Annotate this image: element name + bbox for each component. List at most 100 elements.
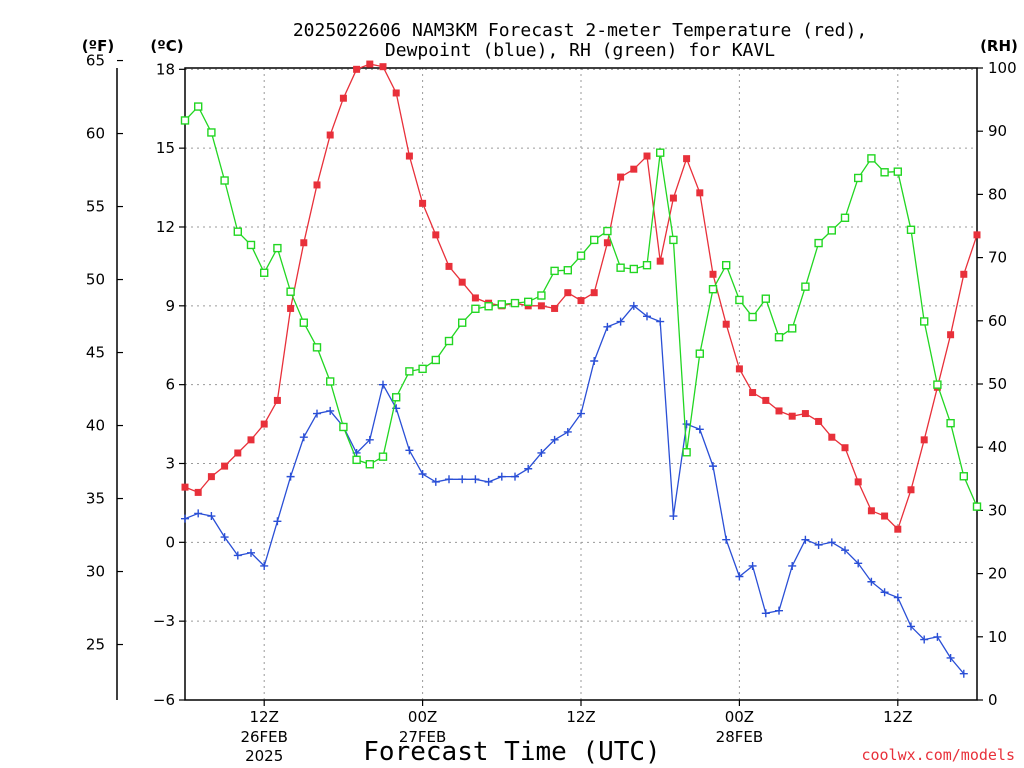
rh-point — [405, 367, 414, 376]
dewpoint-point — [431, 477, 440, 486]
rh-point — [484, 302, 493, 311]
temperature-point — [881, 512, 889, 520]
temperature-point — [735, 365, 743, 373]
dewpoint-point — [893, 593, 902, 602]
rh-point — [748, 312, 757, 322]
dewpoint-point — [577, 409, 585, 418]
rh-point — [722, 260, 731, 270]
dewpoint-point — [524, 464, 533, 473]
rh-point — [299, 318, 308, 327]
rh-tick-label: 30 — [988, 501, 1007, 519]
rh-point — [418, 364, 427, 374]
rh-point — [431, 355, 440, 365]
dewpoint-point — [194, 509, 203, 518]
grid-lines — [185, 68, 977, 700]
dewpoint-point — [616, 317, 625, 326]
dewpoint-point — [722, 535, 731, 544]
rh-point — [629, 264, 638, 274]
dewpoint-point — [629, 301, 638, 310]
temperature-point — [339, 94, 347, 102]
temperature-point — [353, 65, 361, 73]
rh-point — [510, 298, 520, 308]
rh-point — [563, 266, 572, 275]
dewpoint-point — [643, 312, 651, 321]
dewpoint-point — [326, 406, 335, 415]
dewpoint-point — [313, 409, 321, 418]
x-axis-label: Forecast Time (UTC) — [363, 737, 660, 767]
rh-point — [524, 297, 533, 307]
rh-point — [286, 287, 295, 296]
rh-tick-label: 40 — [988, 438, 1007, 456]
x-tick-date: 27FEB — [399, 728, 446, 746]
temperature-point — [801, 410, 809, 418]
chart-title-line1: 2025022606 NAM3KM Forecast 2-meter Tempe… — [293, 20, 867, 41]
rh-point — [603, 226, 612, 236]
temperature-point — [194, 488, 202, 496]
celsius-tick-label: 6 — [165, 376, 175, 394]
dewpoint-point — [445, 475, 453, 484]
rh-tick-label: 70 — [988, 249, 1007, 267]
temperature-point — [696, 189, 704, 197]
temperature-point — [920, 436, 928, 444]
rh-point — [946, 418, 955, 428]
temperature-point — [247, 436, 255, 444]
rh-point — [933, 380, 942, 389]
rh-tick-label: 20 — [988, 565, 1007, 583]
fahrenheit-tick-label: 55 — [86, 198, 105, 216]
rh-point — [695, 349, 704, 358]
rh-tick-label: 90 — [988, 122, 1007, 140]
temperature-point — [630, 165, 638, 173]
temperature-point — [366, 60, 374, 68]
dewpoint-point — [207, 512, 216, 521]
temperature-point — [960, 270, 968, 278]
temperature-point — [590, 289, 598, 297]
rh-point — [550, 266, 559, 276]
dewpoint-point — [418, 470, 427, 479]
rh-point — [761, 294, 770, 303]
temperature-point — [432, 231, 440, 239]
dewpoint-point — [748, 561, 757, 570]
rh-point — [656, 148, 665, 157]
fahrenheit-tick-label: 65 — [86, 52, 105, 70]
temperature-point — [973, 231, 981, 239]
rh-point — [352, 455, 361, 465]
rh-point — [774, 333, 784, 342]
rh-point — [972, 502, 982, 511]
temperature-point — [788, 412, 796, 420]
dewpoint-point — [365, 435, 374, 444]
x-tick-label: 12Z — [883, 708, 912, 726]
rh-point — [365, 460, 374, 469]
rh-tick-label: 100 — [988, 59, 1017, 77]
dewpoint-point — [695, 425, 704, 434]
rh-unit-label: (RH) — [980, 37, 1018, 55]
fahrenheit-tick-label: 40 — [86, 417, 105, 435]
rh-point — [260, 268, 269, 277]
rh-point — [233, 227, 243, 236]
rh-point — [590, 235, 599, 245]
rh-point — [339, 422, 348, 432]
temperature-point — [867, 507, 875, 515]
temperature-point — [221, 462, 229, 470]
fahrenheit-tick-label: 30 — [86, 563, 105, 581]
dewpoint-point — [405, 446, 414, 455]
temperature-point — [775, 407, 783, 415]
dewpoint-point — [471, 475, 480, 484]
rh-point — [959, 472, 968, 481]
rh-point — [471, 304, 480, 313]
dewpoint-point — [260, 561, 269, 570]
temperature-point — [617, 173, 625, 181]
temperature-point — [300, 239, 308, 247]
dewpoint-point — [590, 357, 599, 366]
temperature-point — [260, 420, 268, 428]
rh-point — [220, 176, 229, 185]
rh-point — [669, 235, 678, 245]
dewpoint-point — [511, 472, 519, 481]
temperature-point — [643, 152, 651, 160]
rh-point — [682, 448, 691, 457]
rh-point — [444, 336, 454, 346]
x-tick-label: 00Z — [725, 708, 754, 726]
x-tick-label: 12Z — [566, 708, 595, 726]
celsius-tick-label: 0 — [165, 533, 175, 551]
dewpoint-point — [867, 577, 876, 586]
rh-point — [840, 213, 850, 222]
